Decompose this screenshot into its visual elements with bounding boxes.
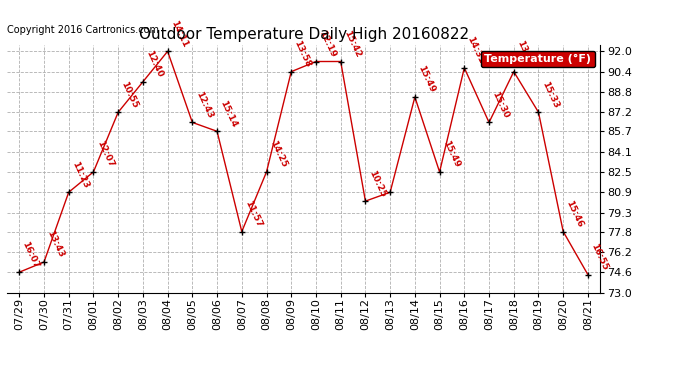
Text: 15:46: 15:46 [564,199,585,229]
Text: 15:30: 15:30 [491,90,511,120]
Text: 11:57: 11:57 [243,199,264,229]
Text: 11:23: 11:23 [70,160,90,189]
Text: 15:33: 15:33 [540,80,560,110]
Text: 14:31: 14:31 [466,35,486,65]
Text: 16:55: 16:55 [589,242,609,272]
Text: 13:58: 13:58 [293,39,313,69]
Text: 12:40: 12:40 [144,49,164,79]
Text: 15:49: 15:49 [416,64,437,94]
Text: 13:43: 13:43 [46,230,66,259]
Text: 15:14: 15:14 [219,99,239,129]
Text: 12:19: 12:19 [317,29,337,59]
Text: 16:07: 16:07 [21,240,41,269]
Text: 14:11: 14:11 [169,19,189,49]
Text: 10:55: 10:55 [119,80,140,110]
Legend: Temperature (°F): Temperature (°F) [481,51,595,67]
Text: Copyright 2016 Cartronics.com: Copyright 2016 Cartronics.com [7,25,159,35]
Title: Outdoor Temperature Daily High 20160822: Outdoor Temperature Daily High 20160822 [139,27,469,42]
Text: 12:07: 12:07 [95,140,115,169]
Text: 10:25: 10:25 [367,169,387,198]
Text: 15:49: 15:49 [441,139,462,169]
Text: 13:11: 13:11 [515,39,535,69]
Text: 15:42: 15:42 [342,29,362,59]
Text: 14:25: 14:25 [268,139,288,169]
Text: 12:43: 12:43 [194,90,214,120]
